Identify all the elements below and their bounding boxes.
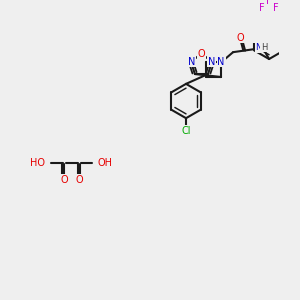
Text: O: O <box>76 175 83 185</box>
Text: HO: HO <box>30 158 45 168</box>
Text: OH: OH <box>98 158 113 168</box>
Text: O: O <box>60 175 68 185</box>
Text: F: F <box>266 0 272 6</box>
Text: O: O <box>198 49 205 59</box>
Text: N: N <box>188 57 195 67</box>
Text: N: N <box>208 57 215 67</box>
Text: F: F <box>273 3 279 13</box>
Text: Cl: Cl <box>181 126 191 136</box>
Text: O: O <box>236 33 244 43</box>
Text: F: F <box>260 3 265 13</box>
Text: N: N <box>256 44 262 52</box>
Text: H: H <box>261 43 267 52</box>
Text: N: N <box>218 57 225 67</box>
